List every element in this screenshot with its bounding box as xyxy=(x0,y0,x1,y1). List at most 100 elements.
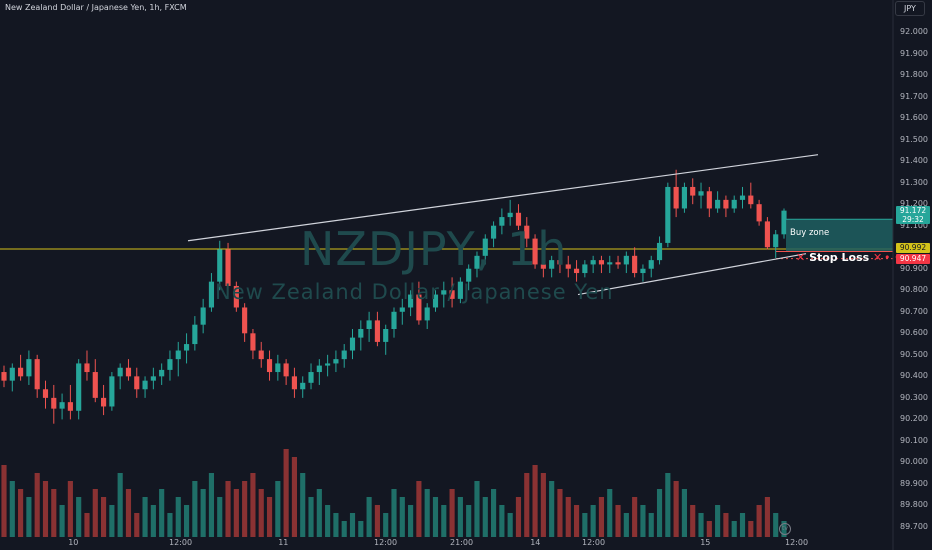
volume-bar xyxy=(598,497,605,537)
volume-bar xyxy=(632,497,638,537)
candle-body xyxy=(51,397,57,409)
candle-body xyxy=(34,359,40,390)
time-tick-label: 15 xyxy=(700,538,711,547)
price-tick-label: 90.600 xyxy=(900,328,928,338)
level-price-tag[interactable]: 90.992 xyxy=(896,243,930,253)
volume-bar xyxy=(159,489,165,537)
candle-body xyxy=(499,217,505,226)
candle-body xyxy=(590,260,596,265)
volume-bar xyxy=(773,513,779,537)
volume-bar xyxy=(349,513,356,537)
close-icon: ✕ xyxy=(873,251,883,264)
volume-bar xyxy=(739,513,746,537)
volume-bar xyxy=(225,481,231,537)
candle-body xyxy=(432,294,439,308)
candle-body xyxy=(92,372,98,398)
price-tick-label: 91.500 xyxy=(900,134,928,144)
candle-body xyxy=(773,234,779,248)
price-tick-label: 90.500 xyxy=(900,349,928,359)
volume-bar xyxy=(333,513,339,537)
volume-bar xyxy=(366,497,372,537)
time-tick-label: 12:00 xyxy=(785,538,809,547)
candle-body xyxy=(690,186,696,196)
candle-body xyxy=(250,333,256,351)
candle-body xyxy=(515,212,522,226)
volume-bar xyxy=(507,513,513,537)
buy-zone-label: Buy zone xyxy=(790,228,830,238)
volume-bar xyxy=(192,481,198,537)
volume-bar xyxy=(183,505,190,537)
volume-bar xyxy=(656,489,663,537)
volume-bar xyxy=(142,497,148,537)
last-price-tag[interactable]: 91.172 29:32 xyxy=(896,206,930,224)
candle-body xyxy=(366,320,372,329)
volume-bar xyxy=(316,489,322,537)
candle-body xyxy=(706,191,712,209)
watermark-ticker: NZDJPY, 1h xyxy=(300,222,568,276)
volume-bar xyxy=(540,473,546,537)
candle-body xyxy=(698,191,704,196)
volume-bar xyxy=(300,473,306,537)
currency-badge[interactable]: JPY xyxy=(895,1,925,16)
volume-bar xyxy=(673,481,679,537)
candle-body xyxy=(167,359,173,370)
volume-bar xyxy=(731,521,737,537)
price-tick-label: 91.600 xyxy=(900,113,928,123)
candle-body xyxy=(109,376,115,407)
candle-body xyxy=(225,249,231,286)
candle-body xyxy=(648,260,654,269)
volume-bar xyxy=(515,497,522,537)
candle-body xyxy=(457,281,463,299)
candle-body xyxy=(183,344,190,351)
volume-bar xyxy=(549,481,555,537)
volume-bar xyxy=(623,513,629,537)
volume-bar xyxy=(341,521,347,537)
volume-bar xyxy=(175,497,181,537)
symbol-title[interactable]: New Zealand Dollar / Japanese Yen, 1h, F… xyxy=(5,3,187,12)
candle-body xyxy=(134,376,140,390)
price-tick-label: 89.900 xyxy=(900,478,928,488)
volume-bar xyxy=(109,505,115,537)
drawings[interactable] xyxy=(187,154,893,296)
volume-bar xyxy=(34,473,40,537)
volume-bar xyxy=(92,489,98,537)
candle-body xyxy=(573,268,580,274)
tradingview-logo-icon[interactable]: tv xyxy=(779,523,791,535)
candle-body xyxy=(159,369,165,377)
volume-bar xyxy=(582,513,588,537)
candle-body xyxy=(399,307,405,312)
volume-bar xyxy=(640,505,646,537)
candle-body xyxy=(308,372,314,383)
price-tick-label: 90.000 xyxy=(900,457,928,467)
candle-body xyxy=(781,210,787,235)
volume-bar xyxy=(449,489,455,537)
candlestick-series xyxy=(1,169,787,424)
candle-body xyxy=(723,199,729,209)
volume-bar xyxy=(1,465,7,537)
volume-bar xyxy=(26,497,32,537)
price-tick-label: 90.700 xyxy=(900,306,928,316)
candle-body xyxy=(748,195,754,205)
candle-body xyxy=(275,363,281,373)
price-tick-label: 90.900 xyxy=(900,263,928,273)
volume-bar xyxy=(466,505,472,537)
candle-body xyxy=(507,212,513,218)
price-tick-label: 90.300 xyxy=(900,392,928,402)
volume-bar xyxy=(84,513,90,537)
candle-body xyxy=(341,350,347,360)
candle-body xyxy=(283,363,289,377)
stop-price-tag[interactable]: 90.947 xyxy=(896,254,930,264)
candle-body xyxy=(549,260,555,269)
time-tick-label: 12:00 xyxy=(169,538,193,547)
volume-bar xyxy=(266,497,273,537)
candle-body xyxy=(640,268,646,274)
volume-bar xyxy=(665,473,671,537)
volume-bar xyxy=(391,489,397,537)
price-tick-label: 91.200 xyxy=(900,199,928,209)
volume-bar xyxy=(715,505,721,537)
candle-body xyxy=(474,255,480,269)
volume-bar xyxy=(101,497,107,537)
volume-bar xyxy=(308,497,314,537)
candle-body xyxy=(739,195,746,200)
